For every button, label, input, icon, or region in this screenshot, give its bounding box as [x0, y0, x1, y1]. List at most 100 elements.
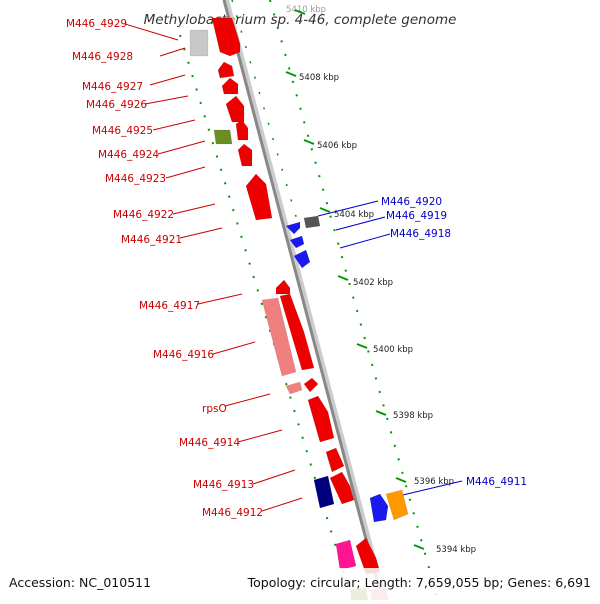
gene-label[interactable]: M446_4917 [139, 300, 200, 312]
tick-mark [375, 410, 387, 416]
tick-mark [395, 477, 407, 483]
gene-orange[interactable] [385, 489, 409, 521]
gene-4911[interactable] [369, 493, 389, 523]
gene-red-top[interactable] [211, 17, 241, 57]
tick-5404: 5404 kbp [319, 207, 374, 220]
gene-4916-pink[interactable] [261, 297, 297, 377]
gene-4919[interactable] [289, 235, 305, 249]
tick-5410: 5410 kbp [286, 5, 326, 15]
gene-4920[interactable] [285, 221, 301, 235]
outer-track-guide [269, 0, 439, 601]
gene-4924[interactable] [235, 119, 249, 141]
left-leader-lines [124, 23, 303, 512]
leader-line [165, 166, 206, 179]
gene-label[interactable]: M446_4916 [153, 349, 214, 361]
backbone-shadow [223, 0, 387, 601]
gene-label[interactable]: M446_4919 [386, 210, 447, 222]
gene-label[interactable]: M446_4925 [92, 125, 153, 137]
gene-label[interactable]: M446_4918 [390, 228, 451, 240]
leader-line [124, 23, 179, 41]
leader-line [152, 119, 196, 131]
tick-label: 5400 kbp [373, 345, 413, 355]
tick-5396: 5396 kbp [395, 477, 454, 487]
gene-label[interactable]: rpsO [202, 403, 227, 415]
tick-5402: 5402 kbp [337, 275, 393, 288]
gene-rpsO[interactable] [285, 381, 303, 395]
right-gene-labels: M446_4920 M446_4919 M446_4918 M446_4911 [381, 196, 527, 488]
gene-4918[interactable] [293, 249, 311, 269]
gene-track [189, 17, 409, 601]
leader-line [339, 233, 391, 249]
gene-4913[interactable] [325, 447, 345, 473]
scale-ticks: 5410 kbp 5408 kbp 5406 kbp 5404 kbp 5402… [285, 5, 476, 555]
tick-label: 5398 kbp [393, 411, 433, 421]
gene-4916[interactable] [279, 293, 315, 371]
genome-backbone [222, 0, 384, 601]
leader-line [172, 203, 216, 215]
gene-4927[interactable] [217, 61, 235, 79]
gene-gray-mid[interactable] [303, 215, 321, 229]
leader-line [179, 227, 223, 239]
gene-gray-top[interactable] [189, 29, 209, 57]
tick-5408: 5408 kbp [285, 71, 339, 83]
gene-label[interactable]: M446_4914 [179, 437, 240, 449]
left-gene-labels: M446_4929 M446_4928 M446_4927 M446_4926 … [66, 18, 263, 519]
gene-label[interactable]: M446_4921 [121, 234, 182, 246]
tick-label: 5406 kbp [317, 141, 357, 151]
tick-mark [285, 71, 297, 77]
gene-4917-small[interactable] [275, 279, 291, 295]
tick-mark [303, 139, 315, 145]
tick-label: 5402 kbp [353, 278, 393, 288]
tick-mark [413, 544, 425, 550]
gene-rpsO-red[interactable] [303, 377, 319, 393]
gene-4913-b[interactable] [329, 471, 355, 505]
tick-mark [337, 275, 349, 281]
leader-line [252, 469, 296, 485]
gene-label[interactable]: M446_4929 [66, 18, 127, 30]
gene-4923[interactable] [237, 143, 253, 167]
tick-label: 5408 kbp [299, 73, 339, 83]
gene-magenta[interactable] [335, 539, 357, 571]
gene-label[interactable]: M446_4911 [466, 476, 527, 488]
tick-5394: 5394 kbp [413, 544, 476, 555]
leader-line [317, 200, 379, 217]
gene-label[interactable]: M446_4922 [113, 209, 174, 221]
gene-label[interactable]: M446_4923 [105, 173, 166, 185]
tick-mark [319, 207, 331, 213]
tick-label: 5394 kbp [436, 545, 476, 555]
leader-line [237, 429, 283, 443]
tick-5400: 5400 kbp [356, 343, 413, 355]
gene-label[interactable]: M446_4912 [202, 507, 263, 519]
leader-line [335, 216, 386, 231]
gene-label[interactable]: M446_4924 [98, 149, 159, 161]
tick-label: 5396 kbp [414, 477, 454, 487]
leader-line [157, 140, 206, 155]
gene-4925[interactable] [225, 95, 245, 123]
topology-text: Topology: circular; Length: 7,659,055 bp… [247, 575, 591, 590]
leader-line [224, 393, 271, 407]
tick-mark [356, 343, 368, 349]
leader-line [144, 95, 189, 105]
gene-label[interactable]: M446_4927 [82, 81, 143, 93]
gene-label[interactable]: M446_4926 [86, 99, 147, 111]
leader-line [149, 74, 186, 86]
gene-label[interactable]: M446_4913 [193, 479, 254, 491]
leader-line [197, 293, 243, 305]
inner-track-guide [179, 34, 353, 601]
gene-navy[interactable] [313, 475, 335, 509]
gene-olive[interactable] [213, 129, 233, 145]
footer-bar [0, 568, 600, 600]
gene-label[interactable]: M446_4928 [72, 51, 133, 63]
leader-line [261, 497, 303, 512]
gene-label[interactable]: M446_4920 [381, 196, 442, 208]
tick-mark [294, 9, 306, 15]
gene-4926[interactable] [221, 77, 239, 95]
gene-4914[interactable] [307, 395, 335, 443]
tick-5398: 5398 kbp [375, 410, 433, 421]
tick-5406: 5406 kbp [303, 139, 357, 151]
gene-4922[interactable] [245, 173, 273, 221]
leader-line [212, 341, 256, 355]
leader-line [159, 47, 186, 57]
